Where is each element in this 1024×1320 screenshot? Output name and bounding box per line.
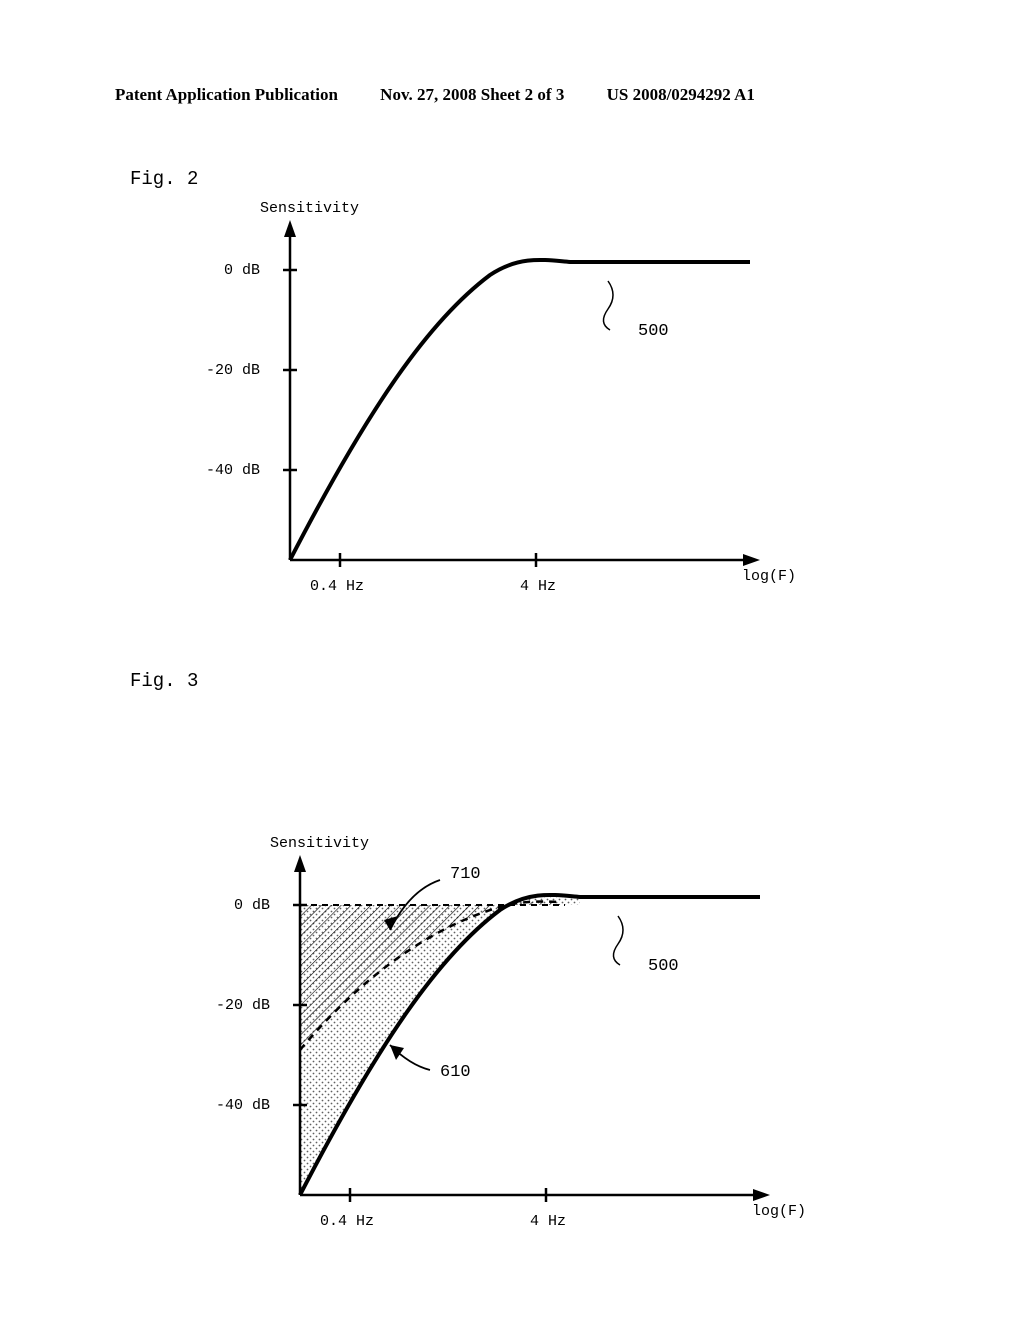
- page-header: Patent Application Publication Nov. 27, …: [0, 85, 1024, 105]
- header-left: Patent Application Publication: [115, 85, 338, 105]
- fig2-label: Fig. 2: [130, 168, 198, 190]
- fig3-label: Fig. 3: [130, 670, 198, 692]
- fig3-chart: [0, 850, 800, 1250]
- fig2-chart: [0, 215, 800, 615]
- header-right: US 2008/0294292 A1: [607, 85, 755, 105]
- header-center: Nov. 27, 2008 Sheet 2 of 3: [380, 85, 564, 105]
